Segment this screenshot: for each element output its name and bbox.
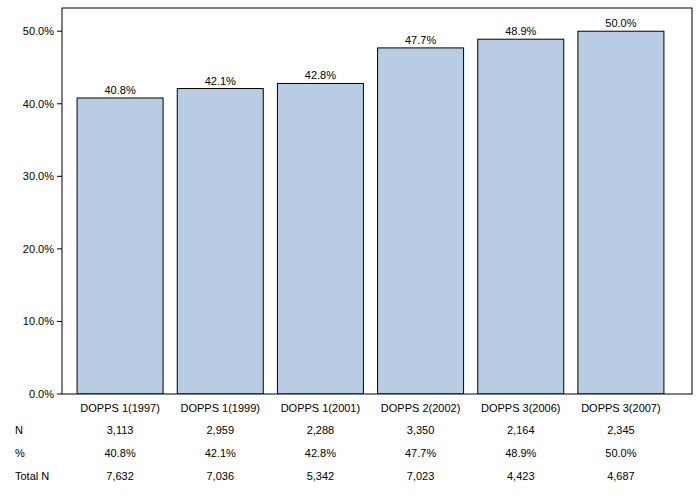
data-label: 40.8% (104, 84, 135, 96)
table-cell: 40.8% (104, 447, 135, 459)
y-tick (57, 31, 62, 32)
bar (578, 31, 664, 394)
table-cell: 2,288 (307, 424, 335, 436)
y-tick (57, 394, 62, 395)
x-tick-label: DOPPS 1(1997) (80, 402, 159, 414)
table-cell: 7,632 (106, 470, 134, 482)
x-tick-label: DOPPS 3(2006) (481, 402, 560, 414)
y-tick (57, 321, 62, 322)
table-cell: 7,036 (206, 470, 234, 482)
table-cell: 3,350 (407, 424, 435, 436)
bar (378, 48, 464, 394)
chart: 0.0% 10.0% 20.0% 30.0% 40.0% 50.0% 40.8% 42.1% 4… (0, 0, 700, 500)
row-label: N (15, 424, 23, 436)
table-cell: 3,113 (107, 424, 134, 436)
y-tick-label: 30.0% (23, 170, 54, 182)
bars (77, 31, 664, 394)
y-tick-label: 10.0% (23, 315, 54, 327)
table-cell: 4,423 (507, 470, 535, 482)
data-label: 47.7% (405, 34, 436, 46)
table-cell: 42.1% (205, 447, 236, 459)
table-cell: 2,164 (507, 424, 535, 436)
data-table: N 3,113 2,959 2,288 3,350 2,164 2,345% 40.8% 42.… (15, 424, 637, 482)
plot-frame (62, 8, 692, 394)
y-tick-label: 20.0% (23, 243, 54, 255)
x-tick-label: DOPPS 1(1999) (181, 402, 260, 414)
table-cell: 2,959 (206, 424, 234, 436)
table-cell: 48.9% (505, 447, 536, 459)
table-cell: 50.0% (605, 447, 636, 459)
data-label: 42.8% (305, 69, 336, 81)
y-tick (57, 103, 62, 104)
bar (277, 83, 363, 394)
row-label: % (15, 447, 25, 459)
table-cell: 42.8% (305, 447, 336, 459)
data-label: 48.9% (505, 25, 536, 37)
y-tick-label: 40.0% (23, 98, 54, 110)
y-axis: 0.0% 10.0% 20.0% 30.0% 40.0% 50.0% (23, 25, 62, 400)
table-cell: 2,345 (607, 424, 635, 436)
table-cell: 5,342 (307, 470, 335, 482)
table-cell: 47.7% (405, 447, 436, 459)
bar (77, 98, 163, 394)
background (0, 0, 700, 500)
bar (177, 89, 263, 394)
data-label: 42.1% (205, 75, 236, 87)
y-tick (57, 176, 62, 177)
row-label: Total N (15, 470, 49, 482)
y-tick (57, 248, 62, 249)
table-cell: 4,687 (607, 470, 635, 482)
y-tick-label: 0.0% (29, 388, 54, 400)
x-tick-label: DOPPS 3(2007) (581, 402, 660, 414)
y-tick-label: 50.0% (23, 25, 54, 37)
bar (478, 39, 564, 394)
x-tick-label: DOPPS 1(2001) (281, 402, 360, 414)
table-cell: 7,023 (407, 470, 435, 482)
data-label: 50.0% (605, 17, 636, 29)
x-tick-label: DOPPS 2(2002) (381, 402, 460, 414)
